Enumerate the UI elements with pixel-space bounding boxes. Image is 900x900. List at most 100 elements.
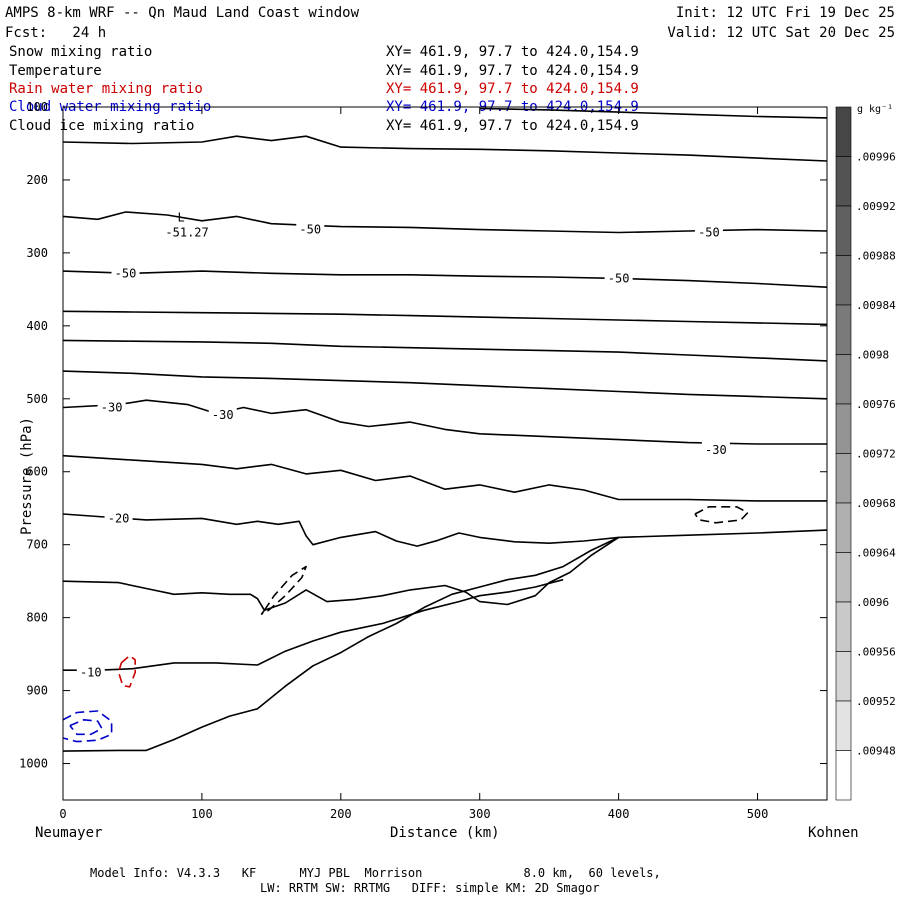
model-info-line1: Model Info: V4.3.3 KF MYJ PBL Morrison 8… — [90, 866, 661, 880]
y-tick-label: 700 — [26, 538, 48, 552]
contour-label: -10 — [80, 665, 102, 679]
y-tick-label: 600 — [26, 465, 48, 479]
contour-label-bg — [104, 510, 133, 525]
colorbar-label: .00996 — [856, 151, 896, 164]
series-terrain — [62, 536, 619, 752]
valid-time: Valid: 12 UTC Sat 20 Dec 25 — [667, 25, 895, 41]
contour-label: -50 — [608, 271, 630, 285]
colorbar-label: .00952 — [856, 695, 896, 708]
contour-label: -30 — [101, 401, 123, 415]
series-isotherm-e — [62, 310, 828, 326]
colorbar-label: .00964 — [856, 547, 896, 560]
series-cloud-ice-contour — [260, 565, 307, 615]
series-isotherm-j — [62, 513, 828, 547]
legend-label-temperature: Temperature — [9, 63, 102, 79]
colorbar-label: .00972 — [856, 448, 896, 461]
contour-label: -50 — [115, 266, 137, 280]
legend-xy-rain: XY= 461.9, 97.7 to 424.0,154.9 — [386, 81, 639, 97]
legend-label-rain: Rain water mixing ratio — [9, 81, 203, 97]
low-center-letter: L — [177, 211, 184, 225]
legend-xy-snow: XY= 461.9, 97.7 to 424.0,154.9 — [386, 44, 639, 60]
contour-label-bg — [76, 664, 105, 679]
colorbar-label: .00976 — [856, 398, 896, 411]
contour-label: -30 — [705, 443, 727, 457]
contour-label: -20 — [108, 511, 130, 525]
contour-label: -30 — [212, 408, 234, 422]
y-tick-label: 800 — [26, 611, 48, 625]
colorbar-swatch — [835, 502, 852, 553]
plot-frame — [62, 106, 828, 801]
x-tick-label: 0 — [59, 807, 66, 821]
contour-label-bg — [296, 221, 325, 236]
series-cloud-water-inner — [69, 718, 103, 736]
colorbar-label: .00992 — [856, 200, 896, 213]
colorbar-label: .0096 — [856, 596, 889, 609]
colorbar-swatch — [835, 106, 852, 157]
legend-xy-temperature: XY= 461.9, 97.7 to 424.0,154.9 — [386, 63, 639, 79]
series-isotherm-h — [62, 399, 827, 445]
left-endpoint-label: Neumayer — [35, 825, 103, 841]
colorbar-swatch — [835, 552, 852, 603]
colorbar-unit: g kg⁻¹ — [857, 104, 893, 115]
contour-label-bg — [701, 441, 730, 456]
y-tick-label: 200 — [26, 173, 48, 187]
contour-label-bg — [97, 399, 126, 414]
y-axis-label: Pressure (hPa) — [19, 417, 35, 536]
y-tick-label: 300 — [26, 246, 48, 260]
colorbar-label: .00948 — [856, 745, 896, 758]
colorbar-swatch — [835, 700, 852, 751]
series-snow-contour — [694, 505, 749, 524]
x-tick-label: 400 — [608, 807, 630, 821]
colorbar-swatch — [835, 750, 852, 801]
x-tick-label: 100 — [191, 807, 213, 821]
y-tick-label: 900 — [26, 684, 48, 698]
contour-label-bg — [208, 406, 237, 421]
contour-label: -50 — [299, 223, 321, 237]
colorbar-label: .00956 — [856, 646, 896, 659]
colorbar-swatch — [835, 156, 852, 207]
series-isotherm-l — [63, 578, 564, 672]
contour-label-bg — [694, 224, 723, 239]
series-isotherm-f — [62, 339, 828, 362]
colorbar-swatch — [835, 403, 852, 454]
colorbar-swatch — [835, 255, 852, 306]
series-cloud-water-outer — [62, 710, 113, 743]
x-axis-label: Distance (km) — [390, 825, 500, 841]
colorbar-label: .0098 — [856, 349, 889, 362]
colorbar-swatch — [835, 354, 852, 405]
series-isotherm-i — [62, 454, 827, 502]
init-time: Init: 12 UTC Fri 19 Dec 25 — [675, 5, 895, 21]
colorbar-label: .00968 — [856, 497, 896, 510]
colorbar-swatch — [835, 304, 852, 355]
chart-title: AMPS 8-km WRF -- Qn Maud Land Coast wind… — [5, 5, 360, 21]
series-isotherm-g — [62, 370, 828, 400]
y-tick-label: 100 — [26, 100, 48, 114]
colorbar-swatch — [835, 651, 852, 702]
model-info-line2: LW: RRTM SW: RRTMG DIFF: simple KM: 2D S… — [260, 881, 600, 895]
legend-label-snow: Snow mixing ratio — [9, 44, 153, 60]
colorbar-swatch — [835, 601, 852, 652]
contour-label-bg — [111, 265, 140, 280]
y-tick-label: 1000 — [19, 757, 48, 771]
series-rain-contour — [117, 654, 136, 688]
series-isotherm-a — [479, 107, 828, 119]
y-tick-label: 500 — [26, 392, 48, 406]
series-isotherm-k — [62, 536, 620, 612]
series-isotherm-d — [62, 270, 828, 288]
x-tick-label: 300 — [469, 807, 491, 821]
contour-label: -50 — [698, 225, 720, 239]
x-tick-label: 500 — [747, 807, 769, 821]
colorbar-label: .00988 — [856, 250, 896, 263]
colorbar-label: .00984 — [856, 299, 896, 312]
forecast-hour: Fcst: 24 h — [5, 25, 107, 41]
contour-label-bg — [604, 270, 633, 285]
colorbar-swatch — [835, 453, 852, 504]
colorbar-swatch — [835, 205, 852, 256]
low-center-value: -51.27 — [165, 226, 208, 240]
y-tick-label: 400 — [26, 319, 48, 333]
x-tick-label: 200 — [330, 807, 352, 821]
legend-label-cloud-ice: Cloud ice mixing ratio — [9, 118, 195, 134]
legend-xy-cloud-ice: XY= 461.9, 97.7 to 424.0,154.9 — [386, 118, 639, 134]
right-endpoint-label: Kohnen — [808, 825, 859, 841]
